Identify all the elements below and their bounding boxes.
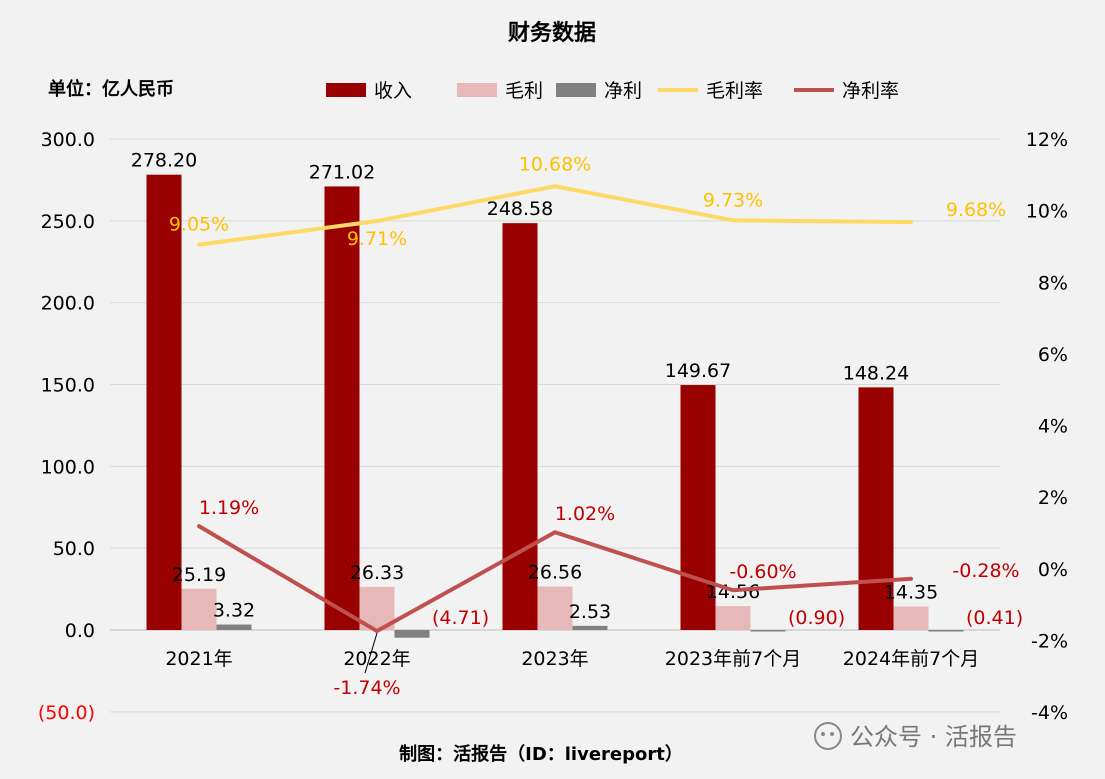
label-revenue-4: 148.24: [843, 362, 909, 384]
line-净利率: [197, 524, 913, 634]
label-gross-profit-1: 26.33: [350, 562, 404, 584]
label-revenue-2: 248.58: [487, 198, 553, 220]
legend-label-1: 毛利: [505, 80, 543, 102]
label-gross-margin-1: 9.71%: [347, 228, 407, 250]
y-right-tick-6: 8%: [1038, 272, 1068, 294]
label-gross-margin-4: 9.68%: [946, 199, 1006, 221]
label-gross-margin-2: 10.68%: [519, 153, 591, 175]
label-net-profit-1: (4.71): [432, 607, 489, 629]
legend-label-3: 毛利率: [706, 80, 763, 102]
bar-毛利-4: [893, 606, 929, 630]
y-left-tick-6: 250.0: [41, 211, 95, 233]
label-gross-profit-2: 26.56: [528, 562, 582, 584]
bar-收入-1: [324, 186, 360, 630]
x-tick-0: 2021年: [165, 648, 232, 670]
bar-毛利-3: [715, 606, 751, 630]
y-right-tick-1: -2%: [1031, 630, 1068, 652]
label-gross-profit-4: 14.35: [884, 582, 938, 604]
x-tick-1: 2022年: [343, 648, 410, 670]
label-net-profit-3: (0.90): [788, 607, 845, 629]
bar-净利-1: [394, 630, 430, 638]
y-right-tick-8: 12%: [1026, 129, 1068, 151]
watermark-text: 公众号 · 活报告: [850, 723, 1017, 751]
x-tick-4: 2024年前7个月: [843, 648, 979, 670]
label-revenue-0: 278.20: [131, 150, 197, 172]
bar-收入-0: [146, 174, 182, 631]
label-net-margin-1: -1.74%: [333, 677, 400, 699]
label-net-profit-4: (0.41): [966, 607, 1023, 629]
legend-swatch-0: [326, 83, 366, 97]
y-left-tick-1: 0.0: [65, 620, 95, 642]
label-net-margin-0: 1.19%: [199, 497, 259, 519]
line-毛利率: [197, 184, 913, 247]
legend-swatch-1: [457, 83, 497, 97]
label-gross-margin-0: 9.05%: [169, 214, 229, 236]
label-net-profit-0: 3.32: [213, 600, 255, 622]
y-left-tick-3: 100.0: [41, 456, 95, 478]
legend-label-4: 净利率: [842, 80, 899, 102]
bar-毛利-2: [537, 586, 573, 630]
unit-label: 单位：亿人民币: [48, 78, 174, 100]
leader-line-1: [364, 632, 378, 674]
bar-净利-0: [216, 624, 252, 630]
bar-净利-4: [928, 630, 964, 632]
x-tick-3: 2023年前7个月: [665, 648, 801, 670]
y-right-tick-4: 4%: [1038, 416, 1068, 438]
bar-收入-2: [502, 223, 538, 630]
label-net-profit-2: 2.53: [569, 601, 611, 623]
label-gross-margin-3: 9.73%: [703, 189, 763, 211]
bar-收入-3: [680, 385, 716, 630]
bar-毛利-0: [181, 588, 217, 630]
bar-净利-2: [572, 625, 608, 630]
label-net-margin-3: -0.60%: [729, 561, 796, 583]
y-right-tick-5: 6%: [1038, 344, 1068, 366]
y-left-tick-7: 300.0: [41, 129, 95, 151]
x-tick-2: 2023年: [521, 648, 588, 670]
footer-credit: 制图：活报告（ID：livereport）: [399, 743, 683, 765]
watermark-icon: [814, 722, 842, 750]
label-net-margin-4: -0.28%: [952, 560, 1019, 582]
y-right-tick-0: -4%: [1031, 702, 1068, 724]
label-gross-profit-0: 25.19: [172, 564, 226, 586]
label-revenue-1: 271.02: [309, 161, 375, 183]
y-left-tick-2: 50.0: [53, 538, 95, 560]
label-net-margin-2: 1.02%: [555, 503, 615, 525]
bar-收入-4: [858, 387, 894, 630]
y-left-tick-4: 150.0: [41, 375, 95, 397]
legend-label-0: 收入: [374, 80, 412, 102]
y-right-tick-2: 0%: [1038, 559, 1068, 581]
y-right-tick-3: 2%: [1038, 487, 1068, 509]
legend-label-2: 净利: [604, 80, 642, 102]
y-right-tick-7: 10%: [1026, 201, 1068, 223]
watermark-icon-eye-left: [821, 732, 825, 736]
y-left-tick-0: (50.0): [38, 702, 95, 724]
watermark-icon-eye-right: [830, 732, 834, 736]
legend-swatch-2: [556, 83, 596, 97]
label-revenue-3: 149.67: [665, 360, 731, 382]
bar-净利-3: [750, 630, 786, 632]
y-left-tick-5: 200.0: [41, 293, 95, 315]
chart-title: 财务数据: [508, 20, 596, 46]
